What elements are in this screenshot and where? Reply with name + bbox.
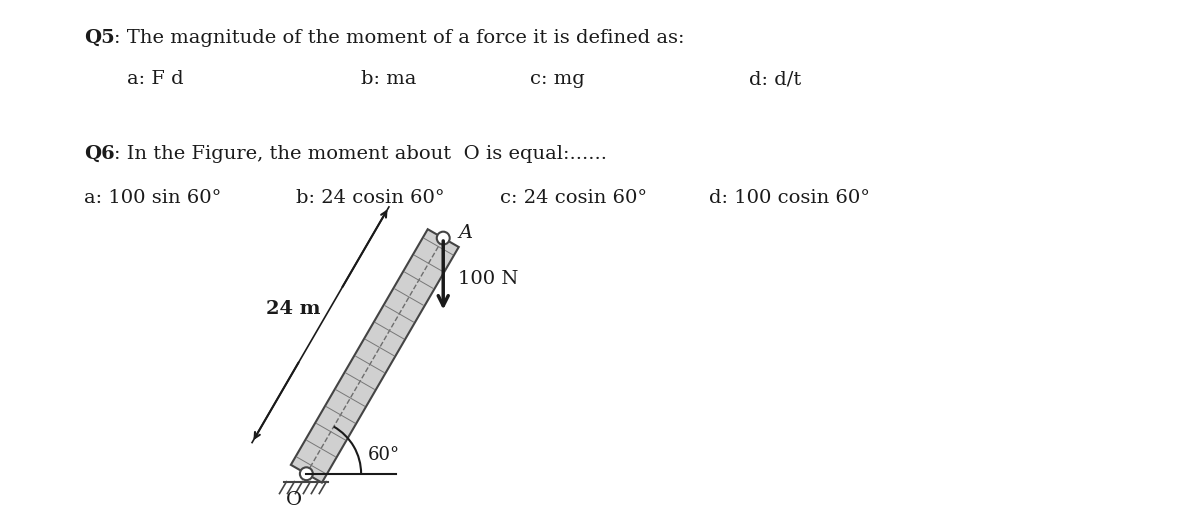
Polygon shape: [290, 229, 458, 483]
Text: b: 24 cosin 60°: b: 24 cosin 60°: [296, 189, 445, 207]
Text: d: 100 cosin 60°: d: 100 cosin 60°: [709, 189, 870, 207]
Text: c: 24 cosin 60°: c: 24 cosin 60°: [500, 189, 648, 207]
Circle shape: [437, 231, 450, 245]
Text: 100 N: 100 N: [458, 270, 518, 288]
Text: d: d/t: d: d/t: [749, 70, 802, 88]
Text: : In the Figure, the moment about  O is equal:......: : In the Figure, the moment about O is e…: [114, 145, 607, 163]
Text: A: A: [458, 224, 473, 242]
Text: Q5: Q5: [84, 28, 115, 46]
Text: O: O: [287, 491, 302, 509]
Text: a: F d: a: F d: [127, 70, 184, 88]
Text: Q6: Q6: [84, 145, 115, 163]
Text: : The magnitude of the moment of a force it is defined as:: : The magnitude of the moment of a force…: [114, 28, 685, 46]
Text: c: mg: c: mg: [530, 70, 586, 88]
Text: 60°: 60°: [368, 446, 401, 464]
Text: b: ma: b: ma: [361, 70, 416, 88]
Text: a: 100 sin 60°: a: 100 sin 60°: [84, 189, 222, 207]
Circle shape: [300, 467, 313, 480]
Text: 24 m: 24 m: [265, 300, 320, 318]
